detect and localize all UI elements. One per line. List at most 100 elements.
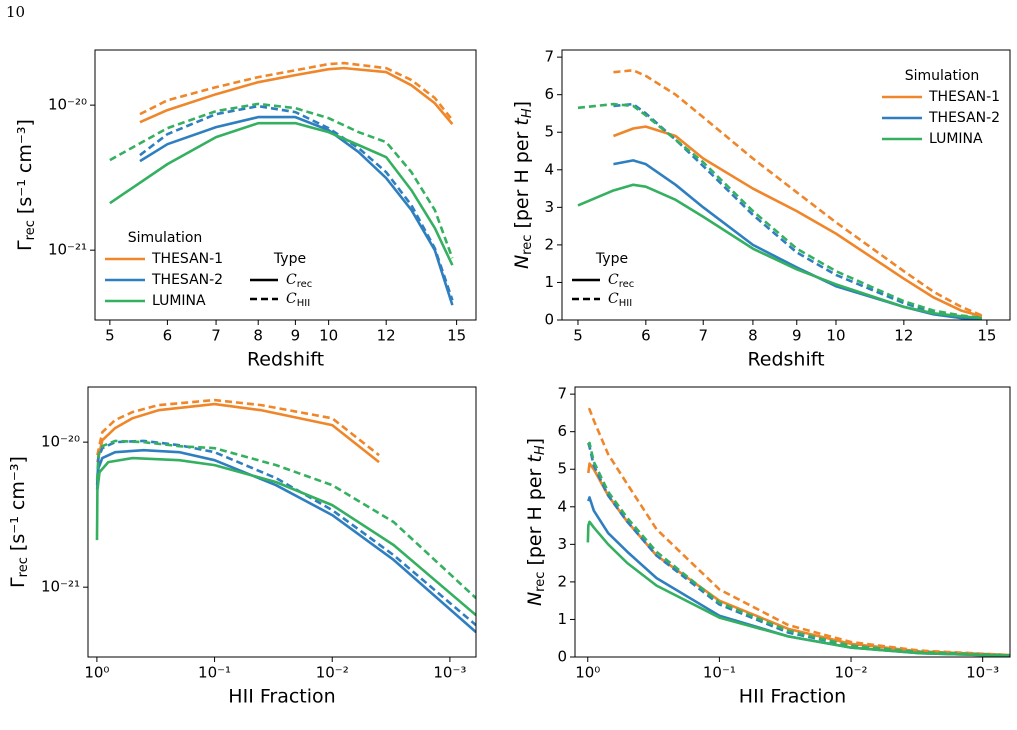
x-axis-label: Redshift xyxy=(747,349,824,371)
x-axis-label: Redshift xyxy=(247,349,324,371)
x-tick-label: 8 xyxy=(253,327,263,345)
legend-subscript: rec xyxy=(297,279,313,290)
x-tick-label: 6 xyxy=(641,327,651,345)
data-line xyxy=(95,456,476,617)
data-line xyxy=(588,407,1010,657)
y-axis-label-part: H xyxy=(533,445,548,455)
y-axis-label-part: [s⁻¹ cm⁻³] xyxy=(7,456,29,557)
legend-label: THESAN-1 xyxy=(928,89,1000,105)
x-tick-label: 10⁻² xyxy=(316,664,349,682)
data-line xyxy=(587,441,1010,657)
y-tick-label: 7 xyxy=(544,48,554,66)
legend-label: CHII xyxy=(286,291,310,309)
y-axis-label-part: t xyxy=(511,117,533,126)
y-tick-label: 1 xyxy=(557,610,567,628)
legend-title: Type xyxy=(273,251,306,267)
data-line xyxy=(139,104,454,301)
y-axis-label-part: Γ xyxy=(14,240,36,251)
data-line xyxy=(109,121,454,266)
data-line xyxy=(95,448,476,634)
y-tick-label: 0 xyxy=(557,648,567,666)
y-tick-label: 3 xyxy=(557,535,567,553)
data-line xyxy=(587,462,1010,657)
x-tick-label: 10⁻² xyxy=(835,664,868,682)
y-tick-label: 10⁻²⁰ xyxy=(41,433,80,451)
data-line xyxy=(95,439,476,600)
x-tick-label: 12 xyxy=(377,327,396,345)
legend-symbol: C xyxy=(608,272,619,288)
y-tick-label: 4 xyxy=(557,497,567,515)
legend-label: Crec xyxy=(608,272,634,290)
x-axis-label: HII Fraction xyxy=(228,686,335,708)
y-axis-label: Γrec [s⁻¹ cm⁻³] xyxy=(14,119,38,251)
data-line xyxy=(139,115,454,306)
plot-frame xyxy=(94,49,477,321)
y-axis-label-part: N xyxy=(511,255,533,269)
y-axis-label: Nrec [per H per tH] xyxy=(511,101,535,269)
data-line xyxy=(613,68,983,317)
data-line xyxy=(612,125,983,318)
x-tick-label: 10 xyxy=(826,327,845,345)
x-tick-label: 10⁻³ xyxy=(433,664,466,682)
y-tick-label: 5 xyxy=(557,460,567,478)
y-axis-label: Γrec [s⁻¹ cm⁻³] xyxy=(7,456,31,588)
y-axis-label-part: N xyxy=(524,592,546,606)
data-line xyxy=(139,66,454,125)
x-tick-label: 10⁻¹ xyxy=(198,664,231,682)
y-tick-label: 5 xyxy=(544,123,554,141)
data-line xyxy=(96,402,380,464)
y-axis-label: Nrec [per H per tH] xyxy=(524,438,548,606)
legend-label: CHII xyxy=(608,291,632,309)
x-tick-label: 9 xyxy=(291,327,301,345)
y-tick-label: 3 xyxy=(544,198,554,216)
data-line xyxy=(587,442,1010,657)
y-tick-label: 1 xyxy=(544,273,554,291)
legend-symbol: C xyxy=(608,291,619,307)
y-axis-label-part: Γ xyxy=(7,577,29,588)
x-tick-label: 9 xyxy=(792,327,802,345)
y-tick-label: 6 xyxy=(557,422,567,440)
legend-subscript: rec xyxy=(619,279,635,290)
data-line xyxy=(613,159,982,320)
y-tick-label: 6 xyxy=(544,85,554,103)
legend-label: THESAN-1 xyxy=(151,251,223,267)
y-axis-label-part: rec xyxy=(16,557,31,577)
x-tick-label: 10 xyxy=(319,327,338,345)
x-tick-label: 10⁻¹ xyxy=(703,664,736,682)
legend-subscript: HII xyxy=(619,298,632,309)
data-line xyxy=(577,183,983,320)
x-tick-label: 7 xyxy=(698,327,708,345)
x-tick-label: 10⁻³ xyxy=(966,664,999,682)
legend-title: Type xyxy=(595,251,628,267)
x-tick-label: 12 xyxy=(894,327,913,345)
legend-label: LUMINA xyxy=(152,293,206,309)
legend-title: Simulation xyxy=(128,230,203,246)
y-axis-label-part: ] xyxy=(511,101,533,108)
plot-frame xyxy=(561,49,1011,321)
legend-label: THESAN-2 xyxy=(151,272,223,288)
legend-label: LUMINA xyxy=(929,131,983,147)
legend-symbol: C xyxy=(286,291,297,307)
x-tick-label: 8 xyxy=(748,327,758,345)
plot-frame xyxy=(87,386,477,658)
y-axis-label-part: rec xyxy=(520,235,535,255)
x-tick-label: 15 xyxy=(447,327,466,345)
x-tick-label: 10⁰ xyxy=(84,664,109,682)
x-tick-label: 15 xyxy=(977,327,996,345)
x-tick-label: 5 xyxy=(105,327,115,345)
x-axis-label: HII Fraction xyxy=(739,686,846,708)
x-tick-label: 7 xyxy=(211,327,221,345)
legend-label: THESAN-2 xyxy=(928,110,1000,126)
x-tick-label: 10⁰ xyxy=(575,664,600,682)
data-line xyxy=(586,520,1010,657)
data-line xyxy=(577,102,983,320)
y-tick-label: 0 xyxy=(544,311,554,329)
legend-symbol: C xyxy=(286,272,297,288)
legend-label: Crec xyxy=(286,272,312,290)
x-tick-label: 5 xyxy=(573,327,583,345)
y-axis-label-part: t xyxy=(524,454,546,463)
y-tick-label: 10⁻²⁰ xyxy=(48,96,87,114)
legend-title: Simulation xyxy=(905,68,980,84)
y-axis-label-part: [per H per xyxy=(511,126,533,235)
